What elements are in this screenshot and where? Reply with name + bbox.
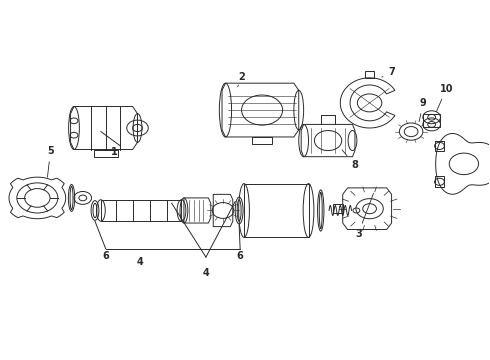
Text: 6: 6 [102,251,109,261]
Text: 4: 4 [137,257,143,267]
Text: 3: 3 [355,193,373,239]
Text: 4: 4 [202,268,209,278]
Text: 7: 7 [382,67,395,77]
Text: 1: 1 [111,147,118,157]
Text: 9: 9 [419,98,427,122]
Text: 6: 6 [237,251,244,261]
Text: 8: 8 [342,150,358,170]
Text: 5: 5 [47,146,54,177]
Text: 10: 10 [437,84,453,111]
Text: 2: 2 [238,72,245,87]
